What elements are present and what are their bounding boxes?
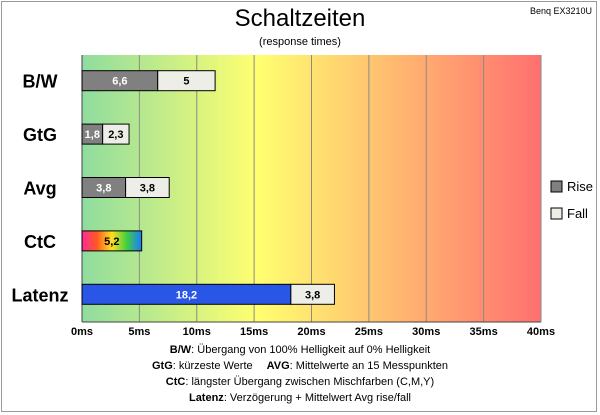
note-ctc-key: CtC: [165, 376, 186, 388]
note-latenz-text: : Verzögerung + Mittelwert Avg rise/fall: [223, 392, 412, 404]
bar-value-label: 5: [183, 76, 189, 88]
x-tick-label: 5ms: [128, 326, 150, 338]
bar-value-label: 3,8: [140, 183, 155, 195]
note-bw-text: : Übergang von 100% Helligkeit auf 0% He…: [191, 344, 431, 356]
note-avg-text: : Mittelwerte an 15 Messpunkten: [289, 360, 449, 372]
note-ctc: CtC: längster Übergang zwischen Mischfar…: [0, 376, 600, 388]
bar-value-label: 2,3: [108, 129, 123, 141]
bar-value-label: 5,2: [104, 236, 119, 248]
category-label: Latenz: [11, 285, 68, 305]
x-tick-label: 30ms: [412, 326, 440, 338]
bar-fall: [290, 283, 335, 305]
note-gtg-text: : kürzeste Werte: [172, 360, 253, 372]
monitor-model-label: Benq EX3210U: [529, 6, 592, 16]
bar-rise: [81, 230, 143, 252]
category-label: GtG: [23, 125, 57, 145]
bar-value-label: 3,8: [305, 289, 320, 301]
note-latenz-key: Latenz: [188, 392, 224, 404]
x-tick-label: 20ms: [297, 326, 325, 338]
bar-value-label: 6,6: [112, 76, 127, 88]
x-tick-label: 0ms: [71, 326, 93, 338]
chart-title: Schaltzeiten: [234, 5, 366, 32]
bar-value-label: 3,8: [96, 183, 111, 195]
x-tick-label: 10ms: [183, 326, 211, 338]
x-tick-label: 40ms: [527, 326, 555, 338]
bar-value-label: 1,8: [85, 129, 100, 141]
bar-fall: [125, 177, 170, 198]
x-tick-label: 25ms: [355, 326, 383, 338]
bar-value-label: 18,2: [176, 289, 197, 301]
note-bw-key: B/W: [169, 344, 192, 356]
bar-fall: [157, 70, 216, 92]
legend-swatch: [550, 180, 563, 193]
note-gtg-avg: GtG: kürzeste Werte AVG: Mittelwerte an 1…: [0, 360, 600, 372]
category-label: B/W: [23, 72, 58, 92]
category-label: CtC: [24, 232, 56, 252]
legend-label: Fall: [567, 206, 588, 221]
x-tick-label: 15ms: [240, 326, 268, 338]
chart-subtitle: (response times): [259, 36, 341, 48]
note-avg-key: AVG: [266, 360, 290, 372]
note-ctc-text: : längster Übergang zwischen Mischfarben…: [185, 376, 435, 388]
note-bw: B/W: Übergang von 100% Helligkeit auf 0%…: [0, 344, 600, 356]
legend-label: Rise: [567, 179, 593, 194]
x-tick-label: 35ms: [470, 326, 498, 338]
legend-swatch: [550, 207, 563, 220]
note-latenz: Latenz: Verzögerung + Mittelwert Avg ris…: [0, 392, 600, 404]
note-gtg-key: GtG: [151, 360, 173, 372]
category-label: Avg: [23, 179, 56, 199]
bar-fall: [102, 123, 130, 145]
